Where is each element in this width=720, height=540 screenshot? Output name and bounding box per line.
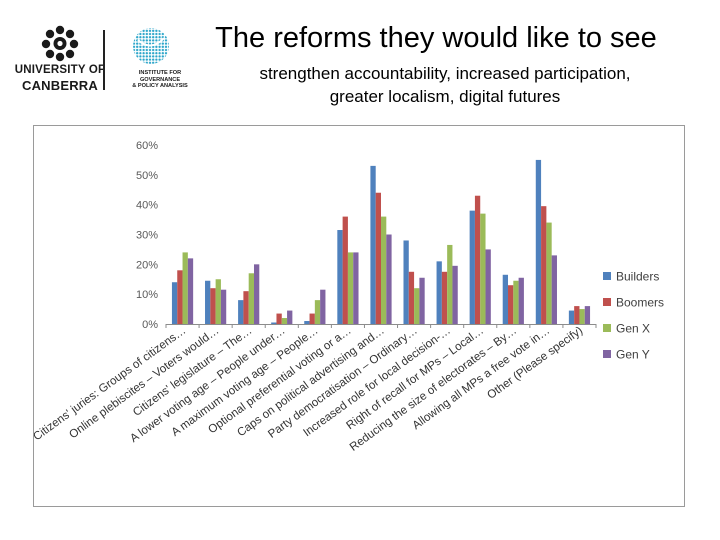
bar-gen-y — [518, 277, 524, 324]
bar-builders — [205, 280, 211, 324]
bar-boomers — [474, 195, 481, 324]
igpa-logo-line-1: INSTITUTE FOR — [138, 70, 182, 76]
y-tick-label: 10% — [136, 289, 158, 301]
bar-gen-y — [253, 264, 260, 324]
slide-title: The reforms they would like to see — [215, 22, 657, 54]
bar-boomers — [177, 270, 183, 324]
bar-builders — [171, 282, 178, 324]
igpa-logo-line-2: GOVERNANCE — [139, 76, 181, 83]
bar-builders — [436, 261, 442, 324]
legend-label: Gen Y — [616, 348, 650, 362]
bar-gen-y — [353, 252, 359, 324]
bar-builders — [337, 230, 343, 324]
bar-gen-x — [182, 252, 188, 324]
bar-boomers — [210, 288, 216, 324]
y-tick-label: 30% — [136, 230, 158, 242]
university-crest-icon — [41, 25, 79, 62]
bar-gen-y — [320, 289, 326, 324]
bar-gen-x — [546, 222, 552, 324]
bar-builders — [238, 300, 244, 324]
bar-gen-x — [480, 213, 486, 324]
chart-area: 0% 10% 20% 30% 40% 50% 60% Citizens' juries: G… — [33, 125, 685, 507]
bar-gen-y — [220, 289, 227, 324]
y-tick-label: 20% — [136, 259, 158, 271]
globe-icon — [133, 28, 169, 64]
legend-swatch — [603, 272, 611, 280]
bar-builders — [568, 310, 575, 324]
bar-gen-x — [513, 280, 519, 324]
bar-gen-y — [485, 249, 491, 324]
slide-subtitle: strengthen accountability, increased par… — [200, 62, 690, 108]
bar-gen-y — [187, 258, 194, 324]
bar-builders — [535, 159, 542, 324]
bar-gen-x — [215, 279, 221, 324]
uc-logo-line-2: CANBERRA — [22, 78, 98, 93]
legend-label: Builders — [616, 270, 659, 284]
igpa-logo-line-3: & POLICY ANALYSIS — [132, 83, 188, 89]
bar-gen-x — [579, 309, 585, 324]
bar-gen-y — [551, 255, 557, 324]
y-tick-label: 0% — [142, 319, 158, 331]
y-tick-label: 40% — [136, 200, 158, 212]
subtitle-line-2: greater localism, digital futures — [329, 87, 561, 106]
y-tick-label: 50% — [136, 170, 158, 182]
subtitle-line-1: strengthen accountability, increased par… — [259, 64, 631, 83]
bar-gen-x — [248, 273, 254, 324]
legend-label: Boomers — [616, 296, 664, 310]
bar-gen-x — [414, 288, 420, 324]
logo-divider — [103, 30, 105, 90]
bar-gen-x — [381, 216, 387, 324]
igpa-logo: INSTITUTE FOR GOVERNANCE & POLICY ANALYS… — [114, 26, 206, 96]
bar-boomers — [309, 313, 315, 324]
bar-builders — [370, 165, 376, 324]
bar-gen-y — [287, 310, 293, 324]
bar-chart: 0%10%20%30%40%50%60% Citizens' juries: G… — [34, 140, 664, 454]
bar-gen-x — [314, 300, 321, 324]
legend-swatch — [603, 350, 611, 358]
y-tick-label: 60% — [136, 140, 158, 152]
bar-boomers — [342, 216, 348, 324]
bar-boomers — [408, 271, 415, 324]
bar-boomers — [243, 291, 249, 324]
bar-boomers — [541, 206, 547, 324]
bar-gen-x — [347, 252, 354, 324]
bar-gen-y — [386, 234, 392, 324]
bar-boomers — [375, 192, 381, 324]
bar-gen-y — [584, 306, 591, 324]
legend-label: Gen X — [616, 322, 650, 336]
university-of-canberra-logo: UNIVERSITY OF CANBERRA — [10, 24, 110, 94]
bar-boomers — [276, 313, 282, 324]
bar-builders — [304, 321, 310, 324]
bar-gen-y — [419, 277, 425, 324]
bar-gen-x — [281, 318, 288, 324]
bar-gen-y — [452, 265, 458, 324]
bar-boomers — [441, 271, 448, 324]
bar-builders — [502, 274, 509, 324]
bar-boomers — [574, 306, 580, 324]
bar-gen-x — [447, 244, 453, 324]
bar-builders — [271, 322, 277, 324]
bar-boomers — [508, 285, 514, 324]
legend-swatch — [603, 324, 611, 332]
legend-swatch — [603, 298, 611, 306]
uc-logo-line-1: UNIVERSITY OF — [14, 64, 106, 76]
bar-builders — [469, 210, 475, 324]
bar-builders — [403, 240, 409, 324]
